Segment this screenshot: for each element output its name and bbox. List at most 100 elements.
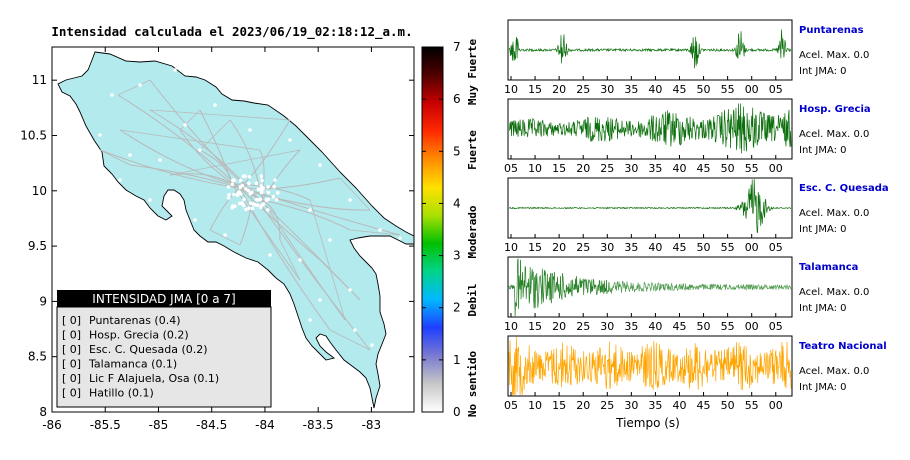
station-marker [255, 203, 260, 207]
map-frame [51, 46, 415, 413]
station-marker [226, 196, 231, 200]
waveform-accel-label: Acel. Max. 0.0 [799, 366, 869, 377]
road [209, 187, 241, 231]
colorbar-tick-label: 0 [453, 405, 461, 419]
road [279, 239, 301, 281]
colorbar-tick-label: 1 [453, 353, 461, 367]
waveform-tick-label: 35 [648, 399, 662, 412]
waveform-tick-label: 15 [528, 320, 542, 333]
station-marker [272, 184, 277, 189]
station-marker [328, 238, 332, 242]
waveform-tick-label: 20 [576, 399, 590, 412]
x-tick-label: -85 [149, 418, 169, 432]
colorbar-category-label: Fuerte [466, 130, 479, 170]
station-marker [227, 193, 231, 197]
station-marker [250, 206, 255, 211]
road [319, 259, 361, 301]
waveform-tick-label: 20 [552, 241, 566, 254]
road [149, 109, 253, 193]
waveform-tick-label: 40 [648, 83, 662, 96]
station-marker [138, 83, 142, 87]
station-marker [308, 208, 312, 212]
station-marker [353, 328, 357, 332]
waveform-tick-label: 50 [721, 162, 735, 175]
legend-station-label: Hosp. Grecia (0.2) [89, 329, 189, 342]
station-marker [118, 178, 122, 182]
station-marker [370, 343, 374, 347]
costa-rica-landmass [57, 51, 414, 409]
station-marker [223, 233, 227, 237]
colorbar-tick-label: 2 [453, 301, 461, 315]
y-tick-label: 9 [39, 294, 47, 308]
station-marker [237, 201, 242, 206]
road [261, 199, 281, 241]
colorbar-category-label: Moderado [466, 205, 479, 258]
waveform-int-label: Int JMA: 0 [799, 382, 847, 393]
station-marker [235, 193, 240, 198]
waveform-int-label: Int JMA: 0 [799, 145, 847, 156]
waveform-tick-label: 10 [504, 320, 518, 333]
road [199, 119, 231, 151]
waveform-int-label: Int JMA: 0 [799, 66, 847, 77]
station-marker [252, 202, 256, 206]
waveform-tick-label: 45 [697, 162, 711, 175]
station-marker [261, 202, 266, 206]
waveform-station-name: Hosp. Grecia [799, 104, 871, 115]
waveform-tick-label: 15 [528, 241, 542, 254]
waveform-tick-label: 35 [624, 320, 638, 333]
waveform-tick-label: 25 [576, 320, 590, 333]
station-marker [271, 194, 276, 199]
waveform-trace [508, 178, 792, 233]
intensity-legend: INTENSIDAD JMA [0 a 7] [ 0] Puntarenas (0… [56, 290, 272, 408]
waveform-tick-label: 00 [745, 83, 759, 96]
x-tick-label: -85.5 [90, 418, 121, 432]
waveform-tick-label: 50 [697, 83, 711, 96]
intensity-colorbar: 0 1 2 3 4 5 6 7 No sentido Debil Moderado Fuerte Mu… [421, 39, 479, 419]
station-marker [276, 191, 280, 195]
station-marker [98, 133, 102, 137]
road [119, 129, 233, 185]
map-title: Intensidad calculada el 2023/06/19_02:18… [51, 24, 412, 40]
station-marker [318, 163, 322, 167]
legend-intensity: [ 0] [62, 314, 81, 327]
waveform-tick-label: 55 [721, 83, 735, 96]
legend-intensity: [ 0] [62, 329, 81, 342]
station-marker [148, 198, 152, 202]
waveform-tick-label: 05 [769, 241, 783, 254]
waveform-tick-label: 35 [648, 162, 662, 175]
waveform-tick-label: 00 [769, 162, 783, 175]
colorbar-tick-label: 3 [453, 249, 461, 263]
station-marker [193, 218, 197, 222]
legend-station-label: Talamanca (0.1) [88, 358, 177, 371]
waveform-tick-label: 30 [624, 162, 638, 175]
waveform-tick-label: 55 [745, 162, 759, 175]
station-marker [254, 197, 259, 202]
station-marker [254, 181, 259, 185]
station-marker [261, 186, 265, 190]
station-marker [183, 123, 187, 127]
station-marker [243, 174, 247, 179]
station-marker [248, 201, 253, 206]
waveform-tick-label: 25 [600, 399, 614, 412]
waveform-tick-label: 10 [504, 83, 518, 96]
road [199, 109, 233, 185]
station-marker [318, 298, 322, 302]
station-marker [348, 198, 352, 202]
road [261, 199, 351, 231]
road [209, 229, 241, 246]
waveform-panels: 10 15 20 25 30 35 40 45 50 55 00 05 Puntarenas Acel. … [504, 19, 889, 412]
waveform-tick-label: 40 [672, 162, 686, 175]
station-marker [378, 228, 382, 232]
map-axes: -86 -85.5 -85 -84.5 -84 -83.5 -83 8 8.5 9 9.5 10 10.… [20, 47, 414, 432]
station-marker [247, 181, 251, 186]
road [339, 177, 371, 211]
waveform-accel-label: Acel. Max. 0.0 [799, 129, 869, 140]
station-marker [232, 178, 236, 182]
waveform-tick-label: 10 [528, 162, 542, 175]
waveform-tick-label: 40 [648, 320, 662, 333]
waveform-panel: 10 15 20 25 30 35 40 45 50 55 00 05 Puntarenas Acel. … [504, 19, 869, 96]
waveform-trace [508, 103, 792, 154]
road [349, 229, 401, 236]
waveform-tick-label: 30 [624, 399, 638, 412]
legend-intensity: [ 0] [62, 358, 81, 371]
